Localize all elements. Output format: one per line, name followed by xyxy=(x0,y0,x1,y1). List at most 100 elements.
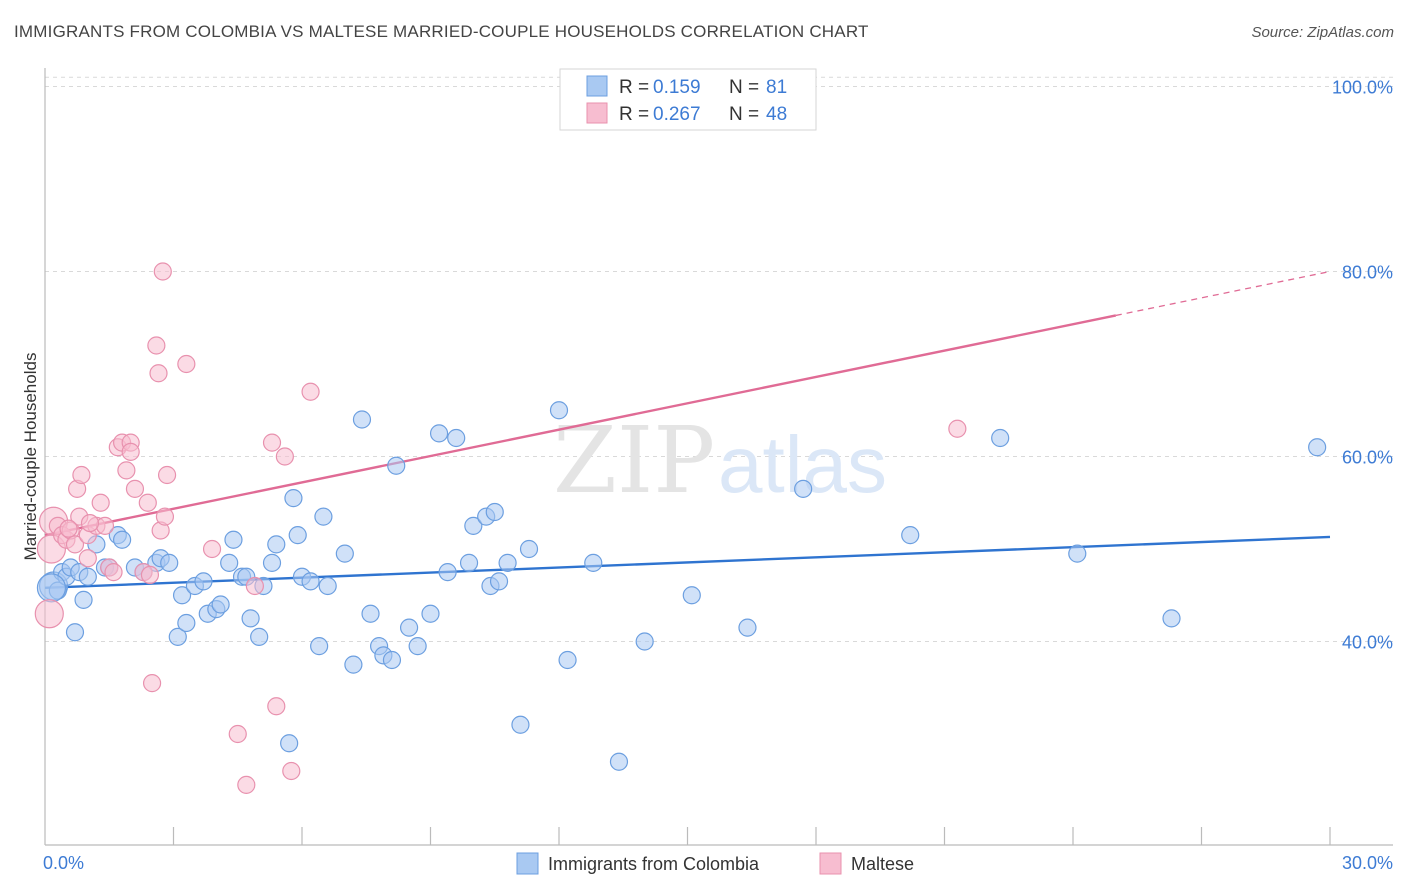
colombia-point xyxy=(36,573,67,603)
maltese-point xyxy=(177,354,196,374)
colombia-point xyxy=(609,752,629,771)
maltese-point xyxy=(34,599,64,629)
colombia-point xyxy=(901,526,920,545)
legend-swatch xyxy=(586,102,608,124)
colombia-point xyxy=(318,576,337,596)
colombia-point xyxy=(1308,438,1327,457)
chart-title: IMMIGRANTS FROM COLOMBIA VS MALTESE MARR… xyxy=(14,22,869,41)
colombia-point xyxy=(1162,609,1181,628)
maltese-point xyxy=(142,674,162,693)
colombia-point xyxy=(280,734,299,753)
colombia-point xyxy=(352,410,372,429)
legend-r-label: R = xyxy=(619,104,649,125)
colombia-point xyxy=(549,401,569,420)
source-credit: Source: ZipAtlas.com xyxy=(1251,24,1394,41)
colombia-point xyxy=(314,507,333,526)
colombia-point xyxy=(267,535,286,554)
maltese-point xyxy=(140,565,160,585)
colombia-point xyxy=(220,553,239,572)
colombia-point xyxy=(224,530,243,549)
maltese-point xyxy=(228,724,247,744)
watermark-zip: ZIP xyxy=(553,407,715,514)
maltese-point xyxy=(121,442,140,461)
colombia-point xyxy=(1068,544,1087,563)
colombia-point xyxy=(387,456,406,475)
colombia-point xyxy=(459,553,479,572)
colombia-point xyxy=(447,428,466,448)
legend-swatch xyxy=(586,75,608,97)
legend-r-value: 0.267 xyxy=(653,104,701,125)
colombia-point xyxy=(464,516,483,535)
colombia-point xyxy=(177,613,196,633)
legend-n-value: 81 xyxy=(766,77,787,98)
colombia-point xyxy=(288,526,307,545)
maltese-point xyxy=(91,493,110,512)
legend-n-label: N = xyxy=(729,77,759,98)
legend-series-label: Immigrants from Colombia xyxy=(548,854,760,874)
colombia-point xyxy=(344,655,363,674)
tick-labels: 40.0% 60.0% 80.0% 100.0% 0.0% 30.0% xyxy=(43,78,1393,874)
data-points xyxy=(34,77,1327,794)
colombia-point xyxy=(211,595,230,614)
gridlines xyxy=(45,76,1393,642)
y-tick-label: 80.0% xyxy=(1342,263,1393,283)
maltese-point xyxy=(153,262,172,281)
colombia-point xyxy=(421,604,440,623)
maltese-point xyxy=(65,535,85,554)
x-tick-label: 0.0% xyxy=(43,853,84,873)
y-tick-label: 60.0% xyxy=(1342,448,1393,468)
colombia-point xyxy=(361,604,380,623)
maltese-point xyxy=(948,419,967,438)
colombia-point xyxy=(78,567,97,586)
colombia-point xyxy=(262,553,282,572)
maltese-point xyxy=(78,549,97,568)
colombia-point xyxy=(399,618,419,637)
axes xyxy=(44,68,1393,846)
colombia-point xyxy=(498,553,517,572)
colombia-point xyxy=(74,590,93,609)
maltese-point xyxy=(262,433,282,452)
y-axis-title: Married-couple Households xyxy=(21,353,40,561)
maltese-point xyxy=(155,507,175,526)
x-tick-label: 30.0% xyxy=(1342,853,1393,873)
maltese-point xyxy=(149,364,168,383)
colombia-point xyxy=(682,586,701,605)
colombia-point xyxy=(65,623,85,642)
maltese-point xyxy=(117,461,136,480)
maltese-point xyxy=(267,697,286,716)
y-tick-label: 40.0% xyxy=(1342,633,1393,653)
maltese-point xyxy=(245,576,264,596)
maltese-point xyxy=(80,513,100,533)
maltese-point xyxy=(282,761,301,781)
legend-r-value: 0.159 xyxy=(653,77,701,98)
maltese-point xyxy=(138,493,157,512)
maltese-point xyxy=(95,516,115,535)
colombia-point xyxy=(519,539,539,559)
colombia-point xyxy=(489,572,509,591)
colombia-point xyxy=(511,715,530,734)
trend-line-extension xyxy=(1115,270,1331,317)
colombia-point xyxy=(194,572,213,591)
legend-r-label: R = xyxy=(619,77,649,98)
colombia-point xyxy=(172,586,192,605)
y-tick-label: 100.0% xyxy=(1332,78,1393,98)
colombia-point xyxy=(310,637,329,656)
series-legend: Immigrants from Colombia Maltese xyxy=(516,852,914,875)
watermark: ZIP atlas xyxy=(553,407,887,514)
maltese-point xyxy=(104,563,123,582)
maltese-point xyxy=(147,336,166,355)
maltese-point xyxy=(157,465,177,485)
maltese-point xyxy=(301,382,320,401)
colombia-point xyxy=(160,553,179,572)
colombia-point xyxy=(485,502,504,522)
stats-legend: R = 0.159 N = 81 R = 0.267 N = 48 xyxy=(559,68,817,131)
colombia-point xyxy=(438,563,457,582)
colombia-point xyxy=(301,572,320,591)
colombia-point xyxy=(112,530,132,549)
colombia-point xyxy=(635,632,654,651)
colombia-point xyxy=(382,650,402,670)
maltese-point xyxy=(125,479,145,498)
colombia-point xyxy=(429,424,449,443)
maltese-point xyxy=(72,465,91,485)
